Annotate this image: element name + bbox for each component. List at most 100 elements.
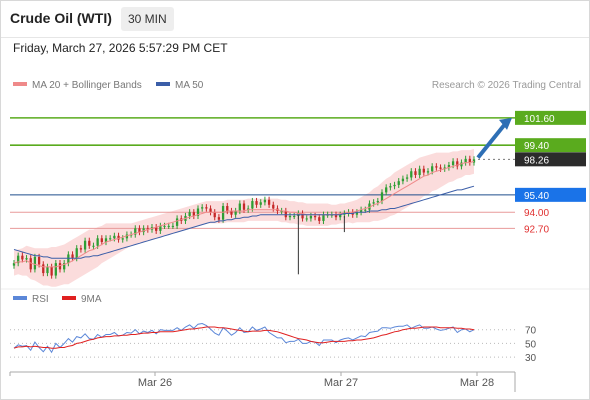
candle-body [468,158,471,163]
candle [21,252,24,263]
candle-body [117,235,120,240]
candle-body [293,215,296,217]
candle [54,260,57,279]
candle-body [343,213,346,215]
candle-body [221,206,225,220]
timeframe-badge[interactable]: 30 MIN [121,7,174,31]
candle-body [284,210,287,218]
candle [138,225,141,236]
x-tick-label: Mar 26 [138,377,172,389]
candle-body [113,235,116,239]
candle-body [88,240,91,246]
candle [347,209,350,217]
candle-body [96,238,99,246]
candle-body [209,208,212,213]
candle [247,205,250,213]
candle-body [410,171,413,178]
candle [83,237,87,253]
candle [12,260,16,269]
candle-body [205,207,208,209]
rsi-panel: 70 50 30 [10,322,537,364]
candle [359,206,363,216]
candle-body [247,208,250,210]
candle-body [435,166,438,168]
rsi-tick-label: 30 [525,353,537,364]
candle-body [272,204,275,209]
candle-body [443,167,446,169]
candle-body [385,187,388,193]
bollinger-band [14,148,474,287]
legend-rsi-ma: 9MA [62,294,102,305]
candle-body [192,212,195,216]
candle [393,181,396,190]
candle-body [376,201,379,203]
level-tag-last-price [515,152,586,167]
candle-body [334,214,338,218]
candle [414,168,417,179]
candle-body [226,206,229,211]
research-credit: Research © 2026 Trading Central [431,80,581,91]
level-tag-pivot [515,187,586,202]
candle [468,155,471,166]
candle [267,196,271,208]
key-levels: 101.60 99.40 98.26 95.40 94.00 92.70 [10,110,586,235]
candle [472,156,476,166]
candle [418,165,421,179]
candle [464,155,467,166]
candle [255,197,258,208]
candle [284,207,287,221]
rsi-tick-label: 70 [525,326,537,337]
candle-body [305,218,308,220]
candle-body [355,212,359,215]
candle [67,251,70,267]
candle-body [171,225,175,227]
candle [117,232,120,243]
candle-body [121,238,124,240]
candle-body [217,217,221,220]
candle-body [267,199,271,205]
candle-body [422,168,425,173]
candle-body [92,245,95,247]
candle-body [347,212,350,214]
x-tick-label: Mar 28 [460,377,494,389]
candle [33,253,37,273]
candle-body [142,228,145,233]
candle-body [79,248,83,250]
candle-body [50,266,53,276]
candle [230,207,233,218]
forecast-arrow-shaft [476,121,508,159]
level-label: 95.40 [524,191,549,202]
candle-body [255,201,258,205]
candle [305,215,308,222]
candle-body [42,264,45,274]
candle [397,178,400,189]
candle [63,260,66,273]
candle-body [401,178,405,182]
candle [175,215,179,229]
candle-body [464,158,467,163]
candle-body [71,254,74,259]
legend-ma50: MA 50 [156,80,203,91]
candle [405,174,409,182]
candle [58,260,62,273]
candle-body [439,167,442,169]
candle-body [155,227,158,231]
candle-body [125,234,129,239]
level-label: 94.00 [524,208,549,219]
level-label: 99.40 [524,141,549,152]
candle [401,175,405,185]
candle [92,242,95,249]
candle-body [146,228,149,230]
candle-body [451,161,455,166]
candle-body [389,186,392,188]
candle-body [134,228,137,235]
candle-body [322,214,325,221]
candle-body [339,214,342,218]
candle [71,251,74,262]
candle-body [138,228,141,233]
rsi-line [13,322,475,354]
candle-body [251,201,254,209]
candle [443,164,446,172]
candle [439,164,442,172]
